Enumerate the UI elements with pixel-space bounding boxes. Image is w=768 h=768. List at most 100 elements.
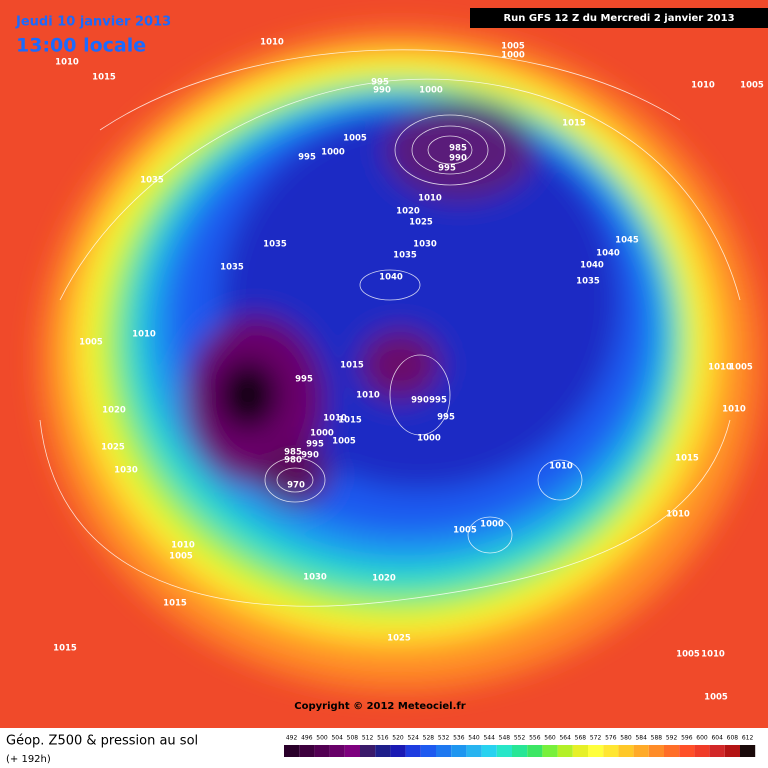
scale-swatch [284, 745, 300, 757]
scale-label: 544 [483, 735, 495, 742]
isobar-label: 1040 [379, 273, 403, 283]
isobar-label: 980 [284, 456, 302, 466]
isobar-label: 1035 [140, 176, 164, 186]
isobar-label: 1040 [580, 261, 604, 271]
isobar-label: 1010 [55, 58, 79, 68]
scale-label: 568 [575, 735, 587, 742]
isobar-label: 1015 [562, 119, 586, 129]
scale-label: 512 [362, 735, 374, 742]
scale-swatch [633, 745, 649, 757]
isobar-label: 995 [429, 396, 447, 406]
scale-label: 492 [286, 735, 298, 742]
isobar-label: 1015 [675, 454, 699, 464]
scale-swatch [314, 745, 330, 757]
isobar-label: 995 [306, 440, 324, 450]
scale-label: 528 [423, 735, 435, 742]
scale-swatch [648, 745, 664, 757]
isobar-label: 970 [287, 481, 305, 491]
scale-swatch [618, 745, 634, 757]
isobar-label: 1020 [102, 406, 126, 416]
scale-swatch [405, 745, 421, 757]
isobar-label: 990 [449, 154, 467, 164]
isobar-label: 1005 [704, 693, 728, 703]
scale-label: 612 [742, 735, 754, 742]
isobar-label: 1010 [691, 81, 715, 91]
isobar-label: 990 [301, 451, 319, 461]
isobar-label: 1030 [413, 240, 437, 250]
scale-swatch [709, 745, 725, 757]
scale-label: 564 [559, 735, 571, 742]
footer-title: Géop. Z500 & pression au sol [6, 734, 198, 749]
scale-swatch [588, 745, 604, 757]
scale-swatch [542, 745, 558, 757]
isobar-label: 1010 [549, 462, 573, 472]
scale-label: 576 [605, 735, 617, 742]
scale-label: 540 [468, 735, 480, 742]
scale-swatch [360, 745, 376, 757]
isobar-label: 1005 [79, 338, 103, 348]
isobar-label: 1035 [393, 251, 417, 261]
run-box [470, 8, 768, 28]
scale-label: 604 [711, 735, 723, 742]
scale-label: 596 [681, 735, 693, 742]
isobar-label: 1020 [396, 207, 420, 217]
scale-label: 520 [392, 735, 404, 742]
isobar-label: 1025 [387, 634, 411, 644]
scale-swatch [329, 745, 345, 757]
scale-swatch [527, 745, 543, 757]
isobar-label: 985 [449, 144, 467, 154]
isobar-label: 1005 [453, 526, 477, 536]
isobar-label: 995 [437, 413, 455, 423]
forecast-time: 13:00 locale [16, 35, 146, 57]
scale-label: 496 [301, 735, 313, 742]
isobar-label: 1000 [501, 51, 525, 61]
scale-swatch [496, 745, 512, 757]
isobar-label: 1010 [418, 194, 442, 204]
isobar-label: 995 [371, 78, 389, 88]
isobar-label: 1015 [340, 361, 364, 371]
scale-label: 560 [544, 735, 556, 742]
scale-label: 552 [514, 735, 526, 742]
scale-swatch [572, 745, 588, 757]
isobar-label: 1015 [338, 416, 362, 426]
scale-label: 548 [499, 735, 511, 742]
isobar-label: 1040 [596, 249, 620, 259]
scale-label: 592 [666, 735, 678, 742]
isobar-label: 995 [438, 164, 456, 174]
scale-swatch [375, 745, 391, 757]
isobar-label: 1005 [676, 650, 700, 660]
isobar-label: 990 [411, 396, 429, 406]
isobar-label: 1030 [114, 466, 138, 476]
scale-swatch [724, 745, 740, 757]
run-info: Run GFS 12 Z du Mercredi 2 janvier 2013 [503, 13, 734, 24]
isobar-label: 1015 [53, 644, 77, 654]
isobar-label: 1035 [576, 277, 600, 287]
isobar-label: 1005 [169, 552, 193, 562]
copyright: Copyright © 2012 Meteociel.fr [294, 701, 465, 712]
scale-label: 504 [331, 735, 343, 742]
scale-swatch [436, 745, 452, 757]
isobar-label: 985 [284, 448, 302, 458]
scale-swatch [466, 745, 482, 757]
isobar-label: 1005 [729, 363, 753, 373]
isobar-label: 995 [295, 375, 313, 385]
isobar-label: 1000 [417, 434, 441, 444]
isobar-label: 1010 [323, 414, 347, 424]
isobar-label: 1035 [263, 240, 287, 250]
isobar-label: 1015 [92, 73, 116, 83]
isobar-label: 1010 [708, 363, 732, 373]
scale-swatch [390, 745, 406, 757]
isobar-label: 1045 [615, 236, 639, 246]
isobar-label: 1010 [701, 650, 725, 660]
isobar-label: 1000 [321, 148, 345, 158]
isobar-label: 1005 [343, 134, 367, 144]
scale-swatch [557, 745, 573, 757]
isobar-label: 1025 [101, 443, 125, 453]
isobar-label: 1000 [480, 520, 504, 530]
forecast-date: Jeudi 10 janvier 2013 [15, 15, 171, 30]
isobar-label: 1010 [260, 38, 284, 48]
scale-label: 572 [590, 735, 602, 742]
